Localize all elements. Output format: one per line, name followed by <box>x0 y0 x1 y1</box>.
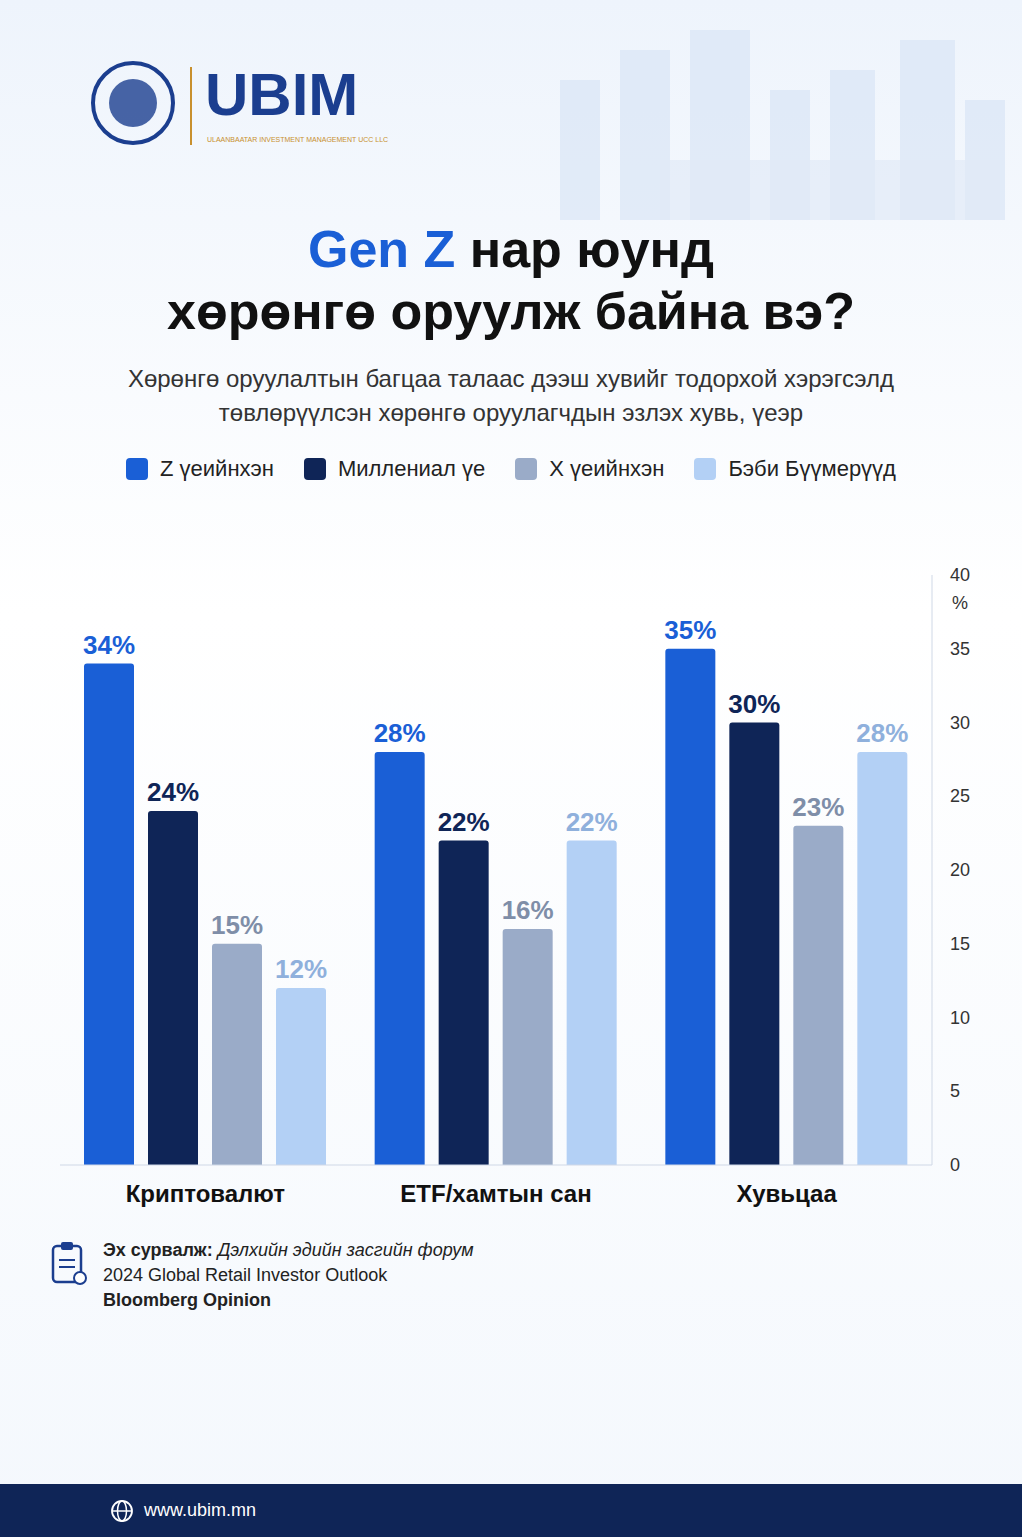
svg-text:35%: 35% <box>664 615 716 645</box>
svg-text:22%: 22% <box>566 807 618 837</box>
svg-text:28%: 28% <box>856 718 908 748</box>
svg-text:0: 0 <box>950 1155 960 1175</box>
svg-text:%: % <box>952 593 968 613</box>
svg-text:15: 15 <box>950 934 970 954</box>
svg-text:10: 10 <box>950 1008 970 1028</box>
html-text:2024 Global Retail Investor Ou: 2024 Global Retail Investor Outlook <box>103 1265 388 1285</box>
html-text:Эх сурвалж: Дэлхийн эдийн засг: Эх сурвалж: Дэлхийн эдийн засгийн форум <box>103 1240 474 1260</box>
svg-text:28%: 28% <box>374 718 426 748</box>
svg-text:30: 30 <box>950 713 970 733</box>
html-text:Миллениал үе: Миллениал үе <box>337 456 486 481</box>
svg-text:Хувьцаа: Хувьцаа <box>737 1180 838 1207</box>
svg-text:25: 25 <box>950 786 970 806</box>
svg-text:23%: 23% <box>792 792 844 822</box>
svg-text:22%: 22% <box>438 807 490 837</box>
svg-text:ETF/хамтын сан: ETF/хамтын сан <box>400 1180 591 1207</box>
html-text:хөрөнгө оруулж байна вэ?: хөрөнгө оруулж байна вэ? <box>167 282 855 340</box>
svg-text:34%: 34% <box>83 630 135 660</box>
html-text:Bloomberg Opinion: Bloomberg Opinion <box>103 1290 271 1310</box>
html-text:UBIM: UBIM <box>205 61 359 128</box>
svg-text:Криптовалют: Криптовалют <box>126 1180 286 1207</box>
svg-text:12%: 12% <box>275 954 327 984</box>
html-text:ULAANBAATAR INVESTMENT MANAGEM: ULAANBAATAR INVESTMENT MANAGEMENT UCC LL… <box>207 136 389 143</box>
html-text:Бэби Бүүмерүүд: Бэби Бүүмерүүд <box>728 456 896 481</box>
svg-text:16%: 16% <box>502 895 554 925</box>
svg-text:15%: 15% <box>211 910 263 940</box>
html-text:Z үеийнхэн: Z үеийнхэн <box>160 456 274 481</box>
svg-text:5: 5 <box>950 1081 960 1101</box>
html-text:www.ubim.mn: www.ubim.mn <box>144 1500 256 1520</box>
html-text:Хөрөнгө оруулалтын багцаа тала: Хөрөнгө оруулалтын багцаа талаас дээш ху… <box>127 365 895 426</box>
svg-text:30%: 30% <box>728 689 780 719</box>
svg-text:20: 20 <box>950 860 970 880</box>
html-text:X үеийнхэн: X үеийнхэн <box>549 456 665 481</box>
svg-text:24%: 24% <box>147 777 199 807</box>
svg-text:40: 40 <box>950 565 970 585</box>
html-text:Gen Z нар юунд: Gen Z нар юунд <box>308 220 714 278</box>
svg-text:35: 35 <box>950 639 970 659</box>
